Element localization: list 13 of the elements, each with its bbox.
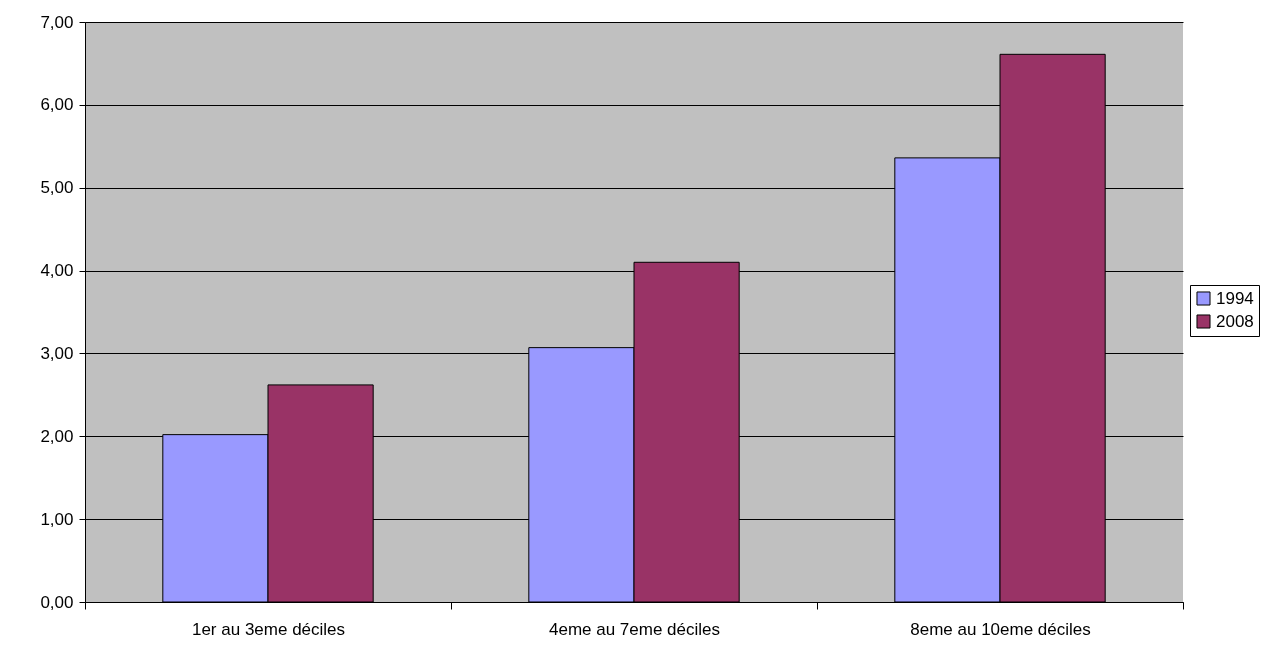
x-tick-label: 8eme au 10eme déciles — [910, 619, 1091, 639]
y-tick-label: 1,00 — [40, 509, 74, 529]
legend-label: 2008 — [1216, 311, 1254, 331]
y-tick-label: 6,00 — [40, 95, 74, 115]
y-tick-label: 0,00 — [40, 592, 74, 612]
y-tick-label: 5,00 — [40, 178, 74, 198]
y-tick-label: 3,00 — [40, 343, 74, 363]
legend-label: 1994 — [1216, 288, 1254, 308]
x-tick-label: 4eme au 7eme déciles — [548, 619, 721, 639]
y-tick-label: 7,00 — [40, 12, 74, 32]
y-tick-label: 4,00 — [40, 261, 74, 281]
x-tick-label: 1er au 3eme déciles — [191, 619, 346, 639]
y-tick-label: 2,00 — [40, 426, 74, 446]
